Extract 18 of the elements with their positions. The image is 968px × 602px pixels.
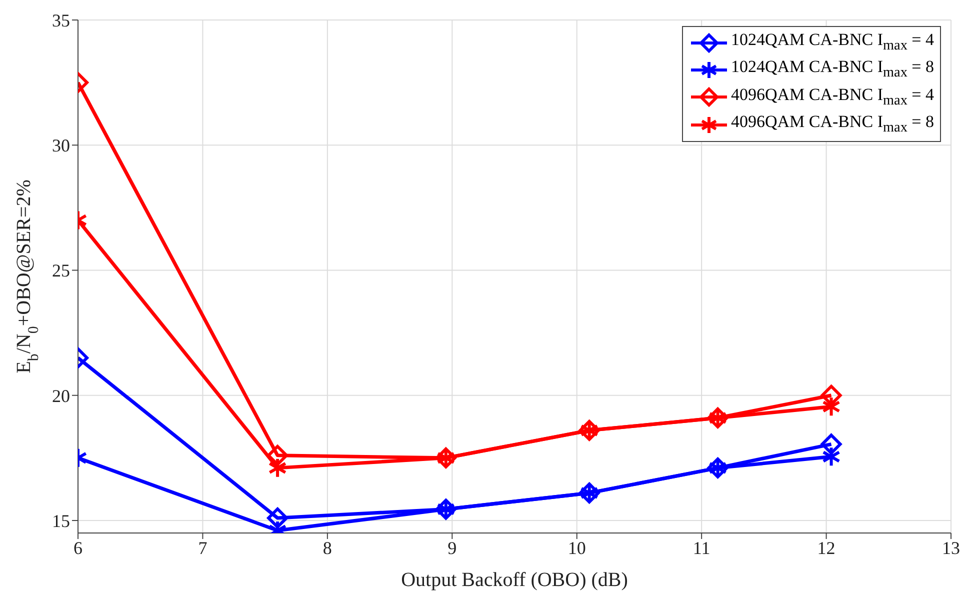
x-tick-label: 12 [817,538,836,558]
x-tick-label: 11 [692,538,710,558]
x-tick-label: 9 [448,538,457,558]
legend-label: 4096QAM CA-BNC I$_{max}$ = 4 [730,84,934,108]
y-tick-label: 15 [52,510,70,531]
legend-label: 1024QAM CA-BNC I$_{max}$ = 8 [730,57,934,81]
legend-label: 4096QAM CA-BNC I$_{max}$ = 8 [730,112,934,136]
x-tick-label: 8 [322,538,332,558]
x-tick-label: 7 [198,538,208,558]
legend-label: 1024QAM CA-BNC I$_{max}$ = 4 [730,30,934,54]
y-tick-label: 35 [52,10,70,30]
y-tick-label: 20 [52,386,70,406]
x-axis-title: Output Backoff (OBO) (dB) [401,569,628,591]
x-tick-label: 6 [74,538,82,558]
x-tick-label: 13 [942,538,960,558]
x-tick-label: 10 [568,538,586,558]
y-tick-label: 25 [52,260,70,281]
y-tick-label: 30 [52,136,70,156]
